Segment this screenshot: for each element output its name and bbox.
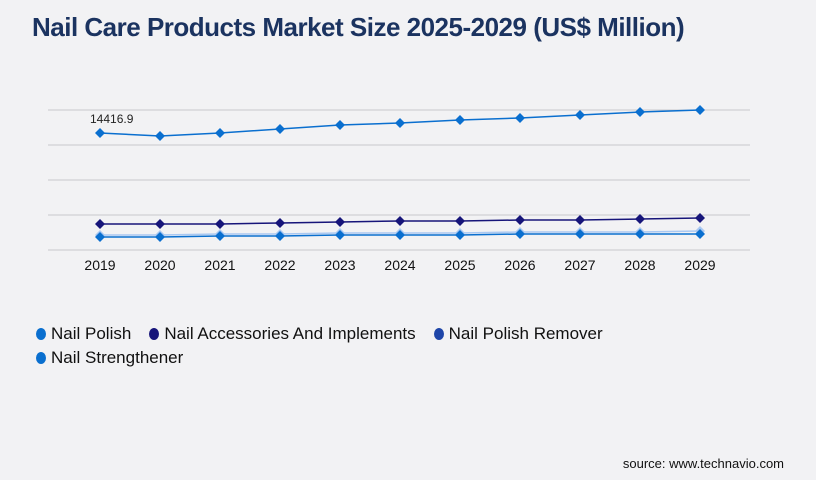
x-tick-label: 2026 <box>504 257 535 273</box>
legend-marker-icon <box>36 352 46 364</box>
data-point <box>215 127 225 138</box>
x-tick-label: 2022 <box>264 257 295 273</box>
legend-item-nail-polish-remover[interactable]: Nail Polish Remover <box>433 324 603 344</box>
data-label: 14416.9 <box>90 112 134 126</box>
legend-label: Nail Polish <box>51 324 132 343</box>
data-point <box>635 228 645 239</box>
data-point <box>455 114 465 125</box>
data-point <box>155 218 165 229</box>
data-point <box>95 231 105 242</box>
annotations: 14416.9 <box>90 112 134 126</box>
source-text: source: www.technavio.com <box>622 456 784 471</box>
chart-title: Nail Care Products Market Size 2025-2029… <box>32 12 685 42</box>
data-point <box>515 112 525 123</box>
x-tick-label: 2019 <box>84 257 115 273</box>
series-markers <box>95 104 705 242</box>
x-tick-label: 2028 <box>624 257 655 273</box>
legend-row: Nail Strengthener <box>36 346 736 370</box>
data-point <box>635 213 645 224</box>
x-tick-label: 2027 <box>564 257 595 273</box>
data-point <box>155 130 165 141</box>
legend-marker-icon <box>149 328 160 340</box>
data-point <box>695 212 705 223</box>
data-point <box>155 231 165 242</box>
x-tick-label: 2024 <box>384 257 415 273</box>
data-point <box>335 119 345 130</box>
legend-marker-icon <box>36 328 46 340</box>
legend-marker-icon <box>433 328 444 340</box>
legend-item-nail-accessories[interactable]: Nail Accessories And Implements <box>149 324 416 344</box>
x-tick-label: 2025 <box>444 257 475 273</box>
data-point <box>695 104 705 115</box>
data-point <box>515 214 525 225</box>
data-point <box>515 228 525 239</box>
x-axis-ticks: 2019 2020 2021 2022 2023 2024 2025 2026 2027 2028… <box>84 257 715 273</box>
legend-row: Nail Polish Nail Accessories And Impleme… <box>36 322 736 346</box>
data-point <box>215 218 225 229</box>
data-point <box>455 230 465 241</box>
legend-item-nail-strengthener[interactable]: Nail Strengthener <box>36 348 183 368</box>
data-point <box>395 117 405 128</box>
legend-item-nail-polish[interactable]: Nail Polish <box>36 324 131 344</box>
legend-label: Nail Accessories And Implements <box>164 324 416 343</box>
x-tick-label: 2021 <box>204 257 235 273</box>
data-point <box>695 228 705 239</box>
data-point <box>275 231 285 241</box>
data-point <box>635 106 645 117</box>
data-point <box>575 228 585 239</box>
legend: Nail Polish Nail Accessories And Impleme… <box>36 322 736 370</box>
data-point <box>575 109 585 120</box>
data-point <box>215 231 225 241</box>
x-tick-label: 2020 <box>144 257 175 273</box>
x-tick-label: 2023 <box>324 257 355 273</box>
data-point <box>95 127 105 138</box>
data-point <box>335 230 345 241</box>
data-point <box>575 214 585 225</box>
data-point <box>395 230 405 241</box>
data-point <box>95 218 105 229</box>
x-tick-label: 2029 <box>684 257 715 273</box>
legend-label: Nail Polish Remover <box>448 324 603 343</box>
line-chart: 2019 2020 2021 2022 2023 2024 2025 2026 2027 2028… <box>48 104 750 273</box>
data-point <box>455 215 465 226</box>
data-point <box>335 217 345 227</box>
legend-label: Nail Strengthener <box>51 348 184 367</box>
data-point <box>275 217 285 228</box>
data-point <box>395 215 405 226</box>
gridlines <box>48 109 750 251</box>
data-point <box>275 123 285 134</box>
